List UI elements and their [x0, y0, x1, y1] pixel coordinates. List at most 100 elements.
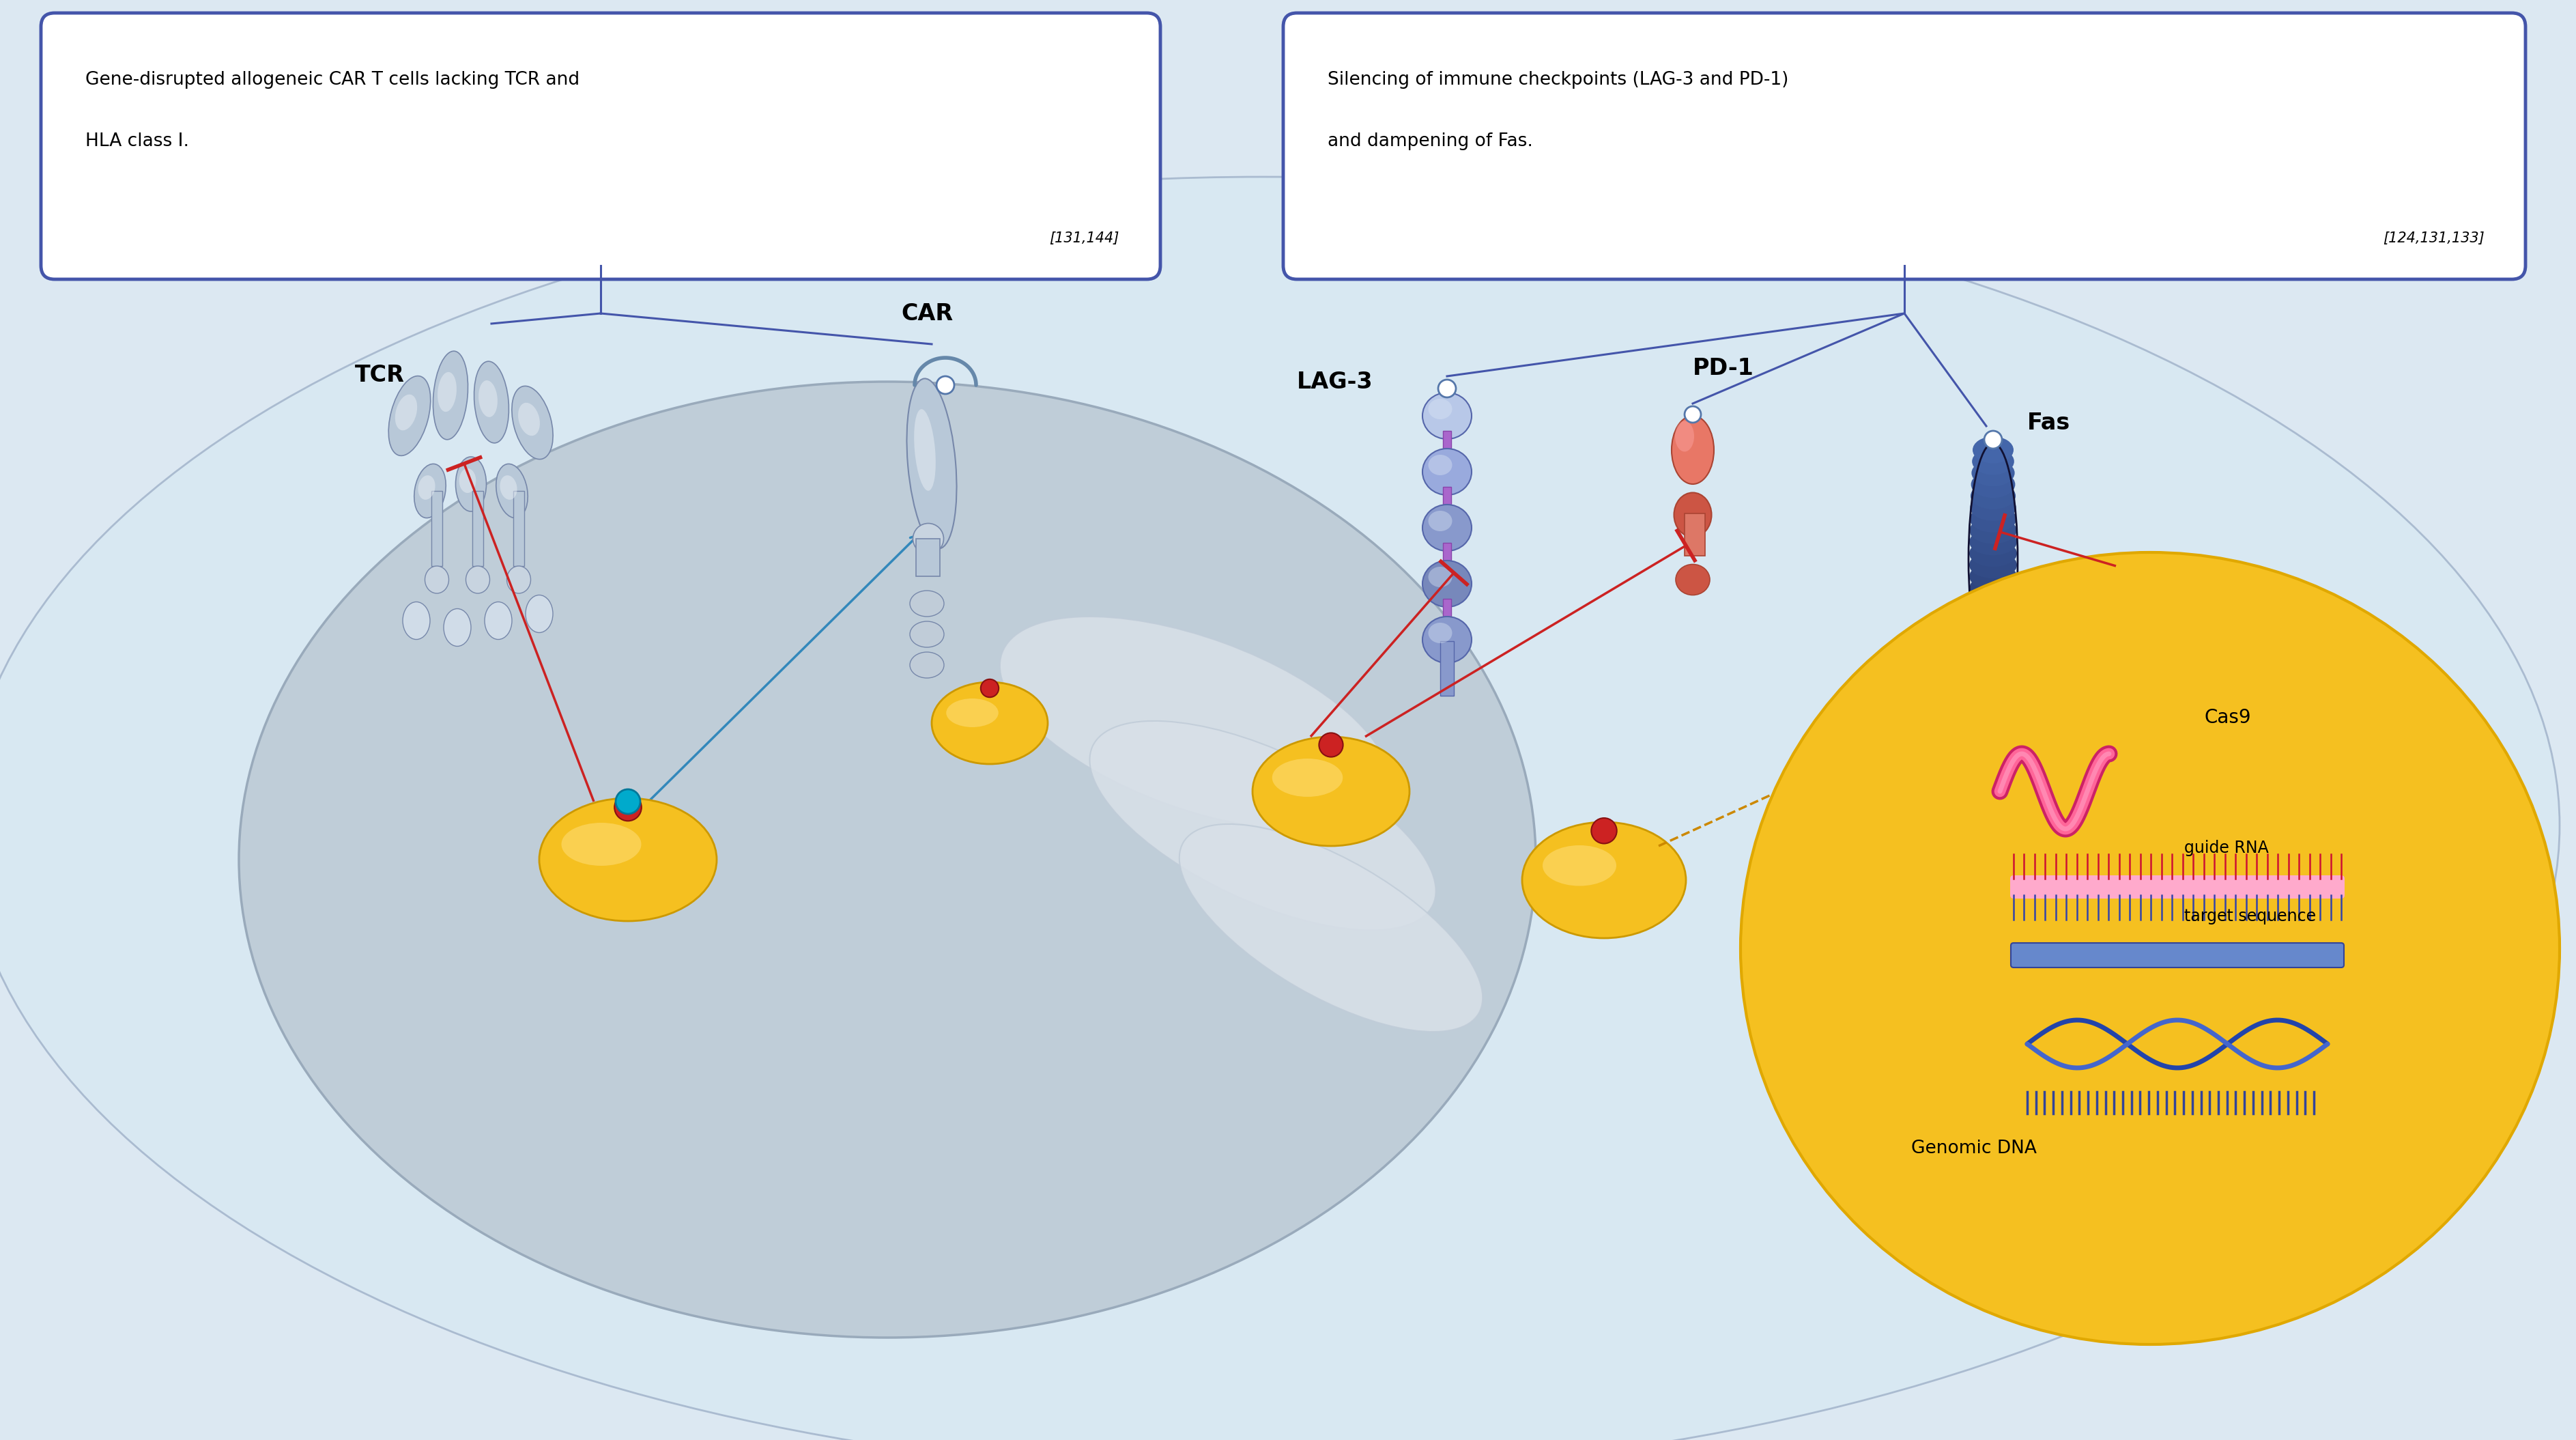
Ellipse shape: [907, 379, 956, 549]
Ellipse shape: [1422, 616, 1471, 662]
Ellipse shape: [456, 456, 487, 511]
Ellipse shape: [1968, 528, 2017, 556]
Bar: [1443, 599, 1450, 616]
Bar: [1443, 543, 1450, 560]
Ellipse shape: [417, 475, 435, 500]
Ellipse shape: [433, 351, 469, 439]
Ellipse shape: [1422, 560, 1471, 608]
Bar: [1443, 431, 1450, 449]
Ellipse shape: [1672, 416, 1713, 484]
Ellipse shape: [538, 798, 716, 922]
Ellipse shape: [1971, 586, 2017, 613]
Ellipse shape: [909, 621, 943, 648]
Circle shape: [616, 793, 641, 821]
Ellipse shape: [484, 602, 513, 639]
Bar: [471, 491, 484, 566]
FancyBboxPatch shape: [41, 13, 1159, 279]
Ellipse shape: [912, 523, 943, 554]
Ellipse shape: [1971, 517, 2017, 544]
FancyBboxPatch shape: [2009, 876, 2344, 899]
Ellipse shape: [1971, 494, 2017, 521]
Bar: [917, 539, 940, 576]
Ellipse shape: [500, 475, 518, 500]
Ellipse shape: [1971, 459, 2014, 487]
Ellipse shape: [933, 683, 1048, 765]
Text: TCR: TCR: [355, 364, 404, 386]
Ellipse shape: [999, 616, 1388, 829]
Ellipse shape: [438, 372, 456, 412]
Ellipse shape: [466, 566, 489, 593]
Ellipse shape: [389, 376, 430, 455]
Ellipse shape: [1674, 420, 1695, 452]
Ellipse shape: [914, 409, 935, 491]
Ellipse shape: [513, 386, 554, 459]
Ellipse shape: [402, 602, 430, 639]
Text: [131,144]: [131,144]: [1048, 232, 1121, 245]
Ellipse shape: [518, 403, 541, 436]
Ellipse shape: [909, 652, 943, 678]
Ellipse shape: [1971, 471, 2014, 498]
Ellipse shape: [1427, 455, 1453, 475]
Bar: [513, 491, 523, 566]
Ellipse shape: [1971, 482, 2014, 510]
Circle shape: [981, 680, 999, 697]
Ellipse shape: [1968, 552, 2017, 579]
FancyBboxPatch shape: [1283, 13, 2524, 279]
Ellipse shape: [909, 590, 943, 616]
Bar: [1685, 514, 1705, 556]
Ellipse shape: [507, 566, 531, 593]
Ellipse shape: [1968, 540, 2017, 567]
Bar: [1443, 487, 1450, 504]
FancyBboxPatch shape: [2012, 943, 2344, 968]
Ellipse shape: [1427, 399, 1453, 419]
Circle shape: [938, 376, 953, 395]
Ellipse shape: [526, 595, 554, 632]
Ellipse shape: [1427, 567, 1453, 588]
Circle shape: [1685, 406, 1700, 423]
Ellipse shape: [415, 464, 446, 518]
Bar: [1440, 641, 1453, 696]
Ellipse shape: [474, 361, 510, 444]
Ellipse shape: [1971, 505, 2017, 533]
Ellipse shape: [459, 468, 477, 492]
Text: Gene-disrupted allogeneic CAR T cells lacking TCR and: Gene-disrupted allogeneic CAR T cells la…: [85, 71, 580, 89]
Circle shape: [1437, 380, 1455, 397]
Ellipse shape: [1522, 822, 1685, 937]
Ellipse shape: [1971, 621, 2014, 648]
Ellipse shape: [1971, 632, 2014, 660]
Ellipse shape: [0, 177, 2561, 1440]
Text: guide RNA: guide RNA: [2184, 840, 2269, 857]
Ellipse shape: [479, 380, 497, 418]
Ellipse shape: [1180, 824, 1484, 1031]
Ellipse shape: [1543, 845, 1615, 886]
Text: Genomic DNA: Genomic DNA: [1911, 1139, 2038, 1158]
Ellipse shape: [562, 822, 641, 865]
Ellipse shape: [1427, 622, 1453, 644]
Text: Silencing of immune checkpoints (LAG-3 and PD-1): Silencing of immune checkpoints (LAG-3 a…: [1327, 71, 1788, 89]
Text: target sequence: target sequence: [2184, 909, 2316, 924]
Ellipse shape: [1427, 511, 1453, 531]
Text: and dampening of Fas.: and dampening of Fas.: [1327, 132, 1533, 150]
Ellipse shape: [240, 382, 1535, 1338]
Ellipse shape: [1968, 563, 2017, 590]
Ellipse shape: [443, 609, 471, 647]
Ellipse shape: [425, 566, 448, 593]
Ellipse shape: [945, 698, 999, 727]
Text: Fas: Fas: [2027, 412, 2071, 435]
Bar: [430, 491, 443, 566]
Ellipse shape: [1677, 564, 1710, 595]
Text: LAG-3: LAG-3: [1296, 370, 1373, 393]
Text: PD-1: PD-1: [1692, 357, 1754, 380]
Ellipse shape: [497, 464, 528, 518]
Ellipse shape: [1973, 644, 2014, 671]
Circle shape: [1592, 818, 1618, 844]
Text: CAR: CAR: [902, 302, 953, 325]
Circle shape: [1984, 431, 2002, 449]
Ellipse shape: [394, 395, 417, 431]
Ellipse shape: [1973, 655, 2014, 683]
Ellipse shape: [1273, 759, 1342, 796]
Ellipse shape: [1973, 448, 2014, 475]
Circle shape: [616, 789, 641, 814]
Ellipse shape: [1674, 492, 1710, 537]
Ellipse shape: [1422, 393, 1471, 439]
